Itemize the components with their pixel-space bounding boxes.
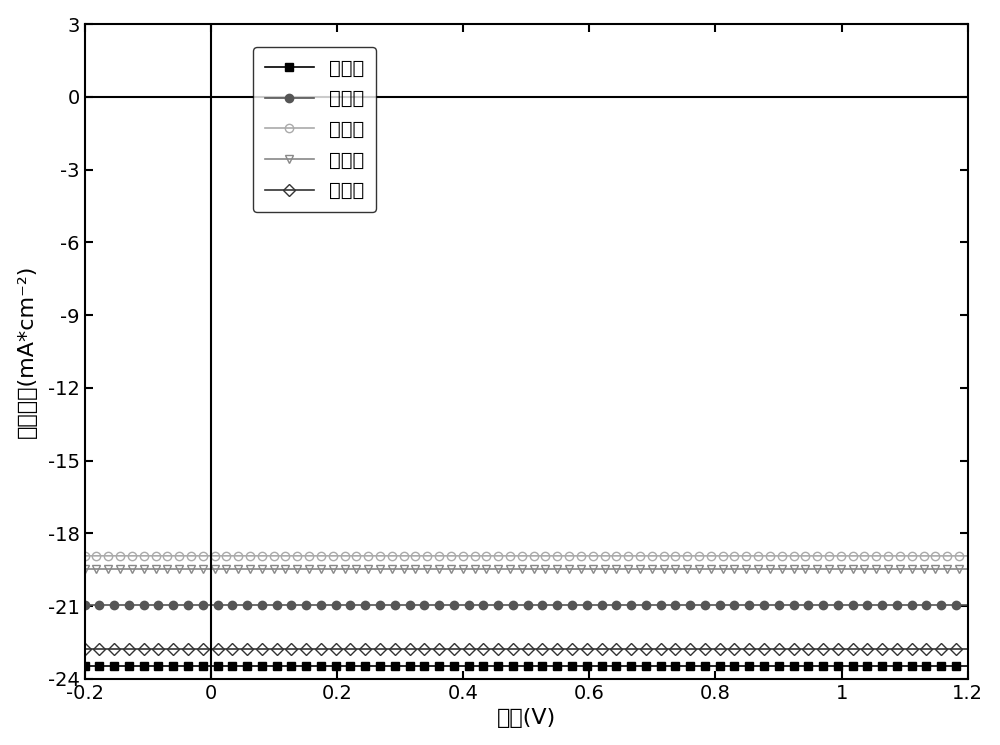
案例四 [879,565,891,574]
Line: 案例三: 案例三 [80,551,972,560]
案例四 [604,565,616,574]
案例一 [604,662,616,671]
案例一 [601,662,613,671]
案例五 [619,644,631,653]
Line: 案例二: 案例二 [80,601,972,609]
案例三 [619,551,631,560]
Line: 案例四: 案例四 [80,565,972,573]
案例四 [962,565,974,574]
Legend: 案例一, 案例二, 案例三, 案例四, 案例五: 案例一, 案例二, 案例三, 案例四, 案例五 [253,47,376,212]
案例一 [619,662,631,671]
案例二 [601,600,613,609]
案例二 [823,600,835,609]
案例五 [82,644,94,653]
案例二 [962,600,974,609]
案例四 [619,565,631,574]
案例二 [604,600,616,609]
X-axis label: 电压(V): 电压(V) [497,708,556,729]
案例三 [962,551,974,560]
案例一 [962,662,974,671]
案例二 [79,600,91,609]
案例三 [79,551,91,560]
案例四 [82,565,94,574]
案例二 [619,600,631,609]
案例四 [79,565,91,574]
Line: 案例五: 案例五 [80,644,972,653]
案例五 [879,644,891,653]
案例三 [604,551,616,560]
案例五 [604,644,616,653]
案例四 [823,565,835,574]
Line: 案例一: 案例一 [80,662,972,670]
案例三 [82,551,94,560]
案例三 [823,551,835,560]
案例五 [79,644,91,653]
Y-axis label: 电流密度(mA*cm⁻²): 电流密度(mA*cm⁻²) [17,265,37,438]
案例一 [82,662,94,671]
案例五 [962,644,974,653]
案例二 [82,600,94,609]
案例一 [79,662,91,671]
案例三 [879,551,891,560]
案例三 [601,551,613,560]
案例二 [879,600,891,609]
案例五 [601,644,613,653]
案例一 [879,662,891,671]
案例一 [823,662,835,671]
案例四 [601,565,613,574]
案例五 [823,644,835,653]
